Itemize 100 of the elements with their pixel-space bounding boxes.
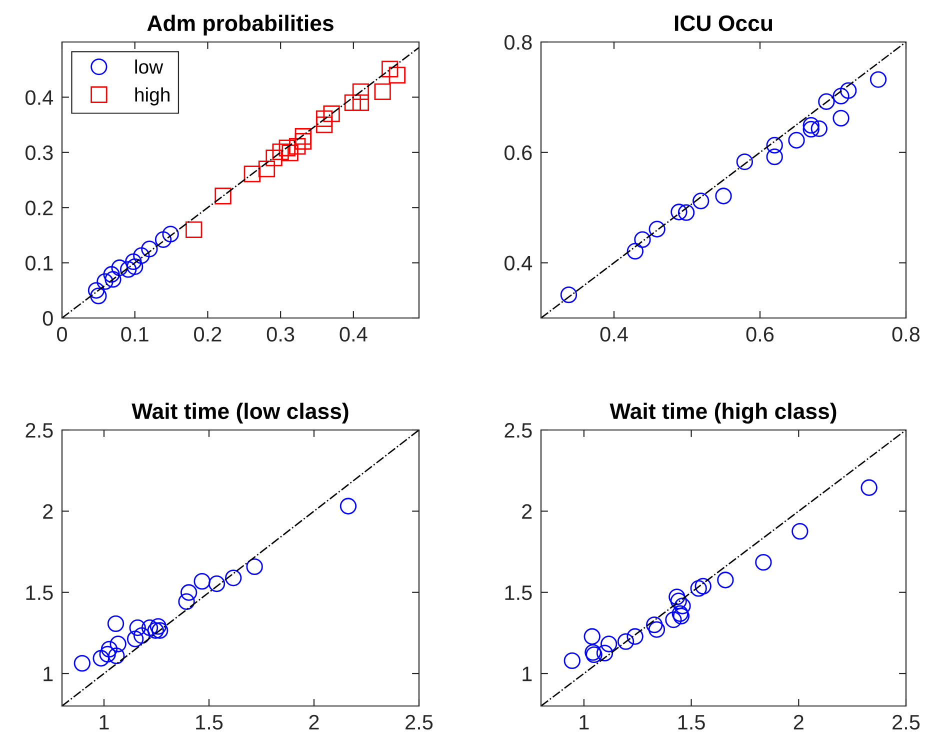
x-tick-label: 2 (309, 714, 319, 730)
point (244, 166, 260, 182)
point (246, 558, 263, 576)
point (133, 247, 150, 264)
x-tick-label: 0.6 (746, 326, 774, 342)
legend-label: high (135, 87, 170, 106)
point (103, 266, 120, 283)
point (674, 598, 691, 614)
y-tick-label: 0.1 (26, 256, 53, 271)
point (832, 88, 850, 104)
point (870, 71, 887, 88)
point (288, 138, 306, 155)
legend-label: low (135, 60, 164, 74)
point (152, 622, 168, 639)
y-tick-label: 1 (522, 666, 532, 682)
point (147, 622, 164, 639)
point (96, 273, 114, 290)
point (214, 188, 232, 204)
point (126, 258, 144, 275)
point (278, 140, 296, 156)
point (111, 259, 128, 276)
point (110, 636, 126, 652)
point (108, 648, 125, 664)
point (150, 618, 167, 635)
point (646, 616, 663, 634)
point (792, 522, 808, 540)
x-tick-label: 0.1 (121, 326, 148, 342)
chart-title: ICU Occu (674, 15, 772, 32)
y-tick-label: 1 (44, 666, 53, 682)
x-tick-label: 2.5 (892, 714, 920, 730)
point (810, 120, 828, 137)
point (736, 153, 754, 170)
point (90, 288, 107, 304)
point (382, 60, 398, 78)
y-tick-label: 0.3 (26, 145, 53, 160)
point (648, 621, 666, 638)
y-tick-label: 0.8 (504, 35, 532, 50)
y-tick-label: 0 (42, 311, 53, 326)
x-tick-label: 0.8 (892, 326, 920, 342)
y-tick-label: 2.5 (26, 423, 53, 438)
x-tick-label: 1 (100, 715, 109, 730)
point (294, 128, 312, 145)
point (665, 611, 682, 628)
point (600, 636, 618, 652)
point (388, 66, 406, 84)
point (340, 498, 357, 514)
point (860, 479, 878, 496)
y-tick-label: 2 (43, 504, 53, 519)
point (194, 572, 210, 590)
point (626, 242, 644, 260)
point (344, 94, 362, 112)
point (272, 144, 289, 160)
point (648, 220, 666, 238)
point (162, 226, 179, 242)
point (634, 231, 651, 248)
point (225, 570, 242, 586)
point (564, 652, 580, 670)
chart-title: Adm probabilities (147, 14, 334, 36)
point (802, 117, 820, 134)
y-tick-label: 1.5 (26, 586, 53, 600)
point (258, 160, 276, 178)
point (668, 588, 686, 606)
point (208, 575, 226, 592)
point (129, 619, 146, 636)
point (766, 148, 783, 166)
point (92, 650, 110, 667)
point (584, 628, 600, 645)
point (678, 204, 695, 221)
x-tick-label: 2.5 (406, 714, 433, 730)
x-tick-label: 0 (57, 326, 67, 342)
point (755, 554, 772, 571)
point (788, 132, 805, 149)
point (832, 110, 850, 127)
point (294, 133, 312, 150)
y-tick-label: 0.6 (504, 145, 532, 160)
chart-title: Wait time (low class) (132, 402, 348, 424)
point (316, 116, 333, 134)
point (802, 120, 820, 138)
point (617, 633, 634, 650)
point (107, 615, 124, 632)
point (670, 592, 687, 610)
x-tick-label: 1.5 (678, 715, 705, 730)
point (141, 619, 158, 636)
x-tick-label: 0.2 (194, 326, 222, 342)
point (670, 204, 688, 220)
point (694, 578, 712, 595)
point (141, 240, 158, 258)
point (715, 188, 732, 204)
x-tick-label: 1.5 (196, 715, 223, 730)
y-tick-label: 2 (522, 504, 532, 519)
y-tick-label: 1.5 (505, 586, 532, 600)
x-tick-label: 0.4 (600, 326, 628, 342)
point (126, 630, 144, 648)
x-tick-label: 0.4 (340, 326, 368, 342)
point (374, 83, 391, 100)
y-tick-label: 0.4 (504, 256, 532, 271)
chart-title: Wait time (high class) (610, 402, 836, 424)
point (323, 105, 340, 122)
point (266, 150, 282, 166)
point (125, 253, 142, 270)
